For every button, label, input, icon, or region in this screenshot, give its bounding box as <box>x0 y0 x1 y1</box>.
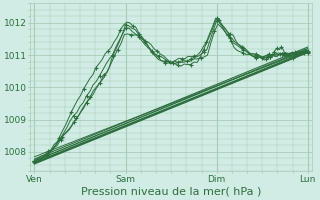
X-axis label: Pression niveau de la mer( hPa ): Pression niveau de la mer( hPa ) <box>81 187 261 197</box>
